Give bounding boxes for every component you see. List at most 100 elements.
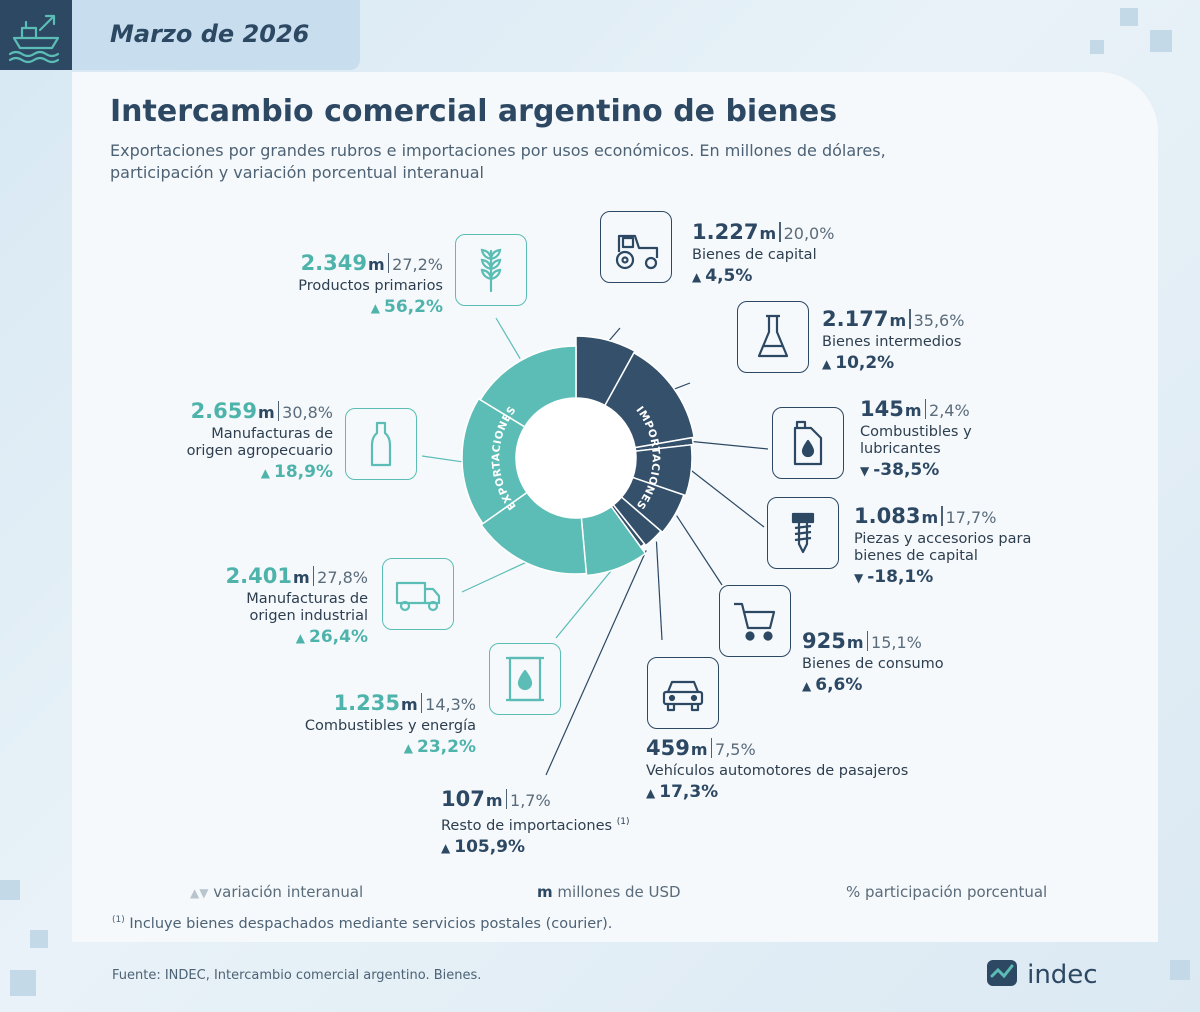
- legend-variation: ▲▼ variación interanual: [190, 883, 363, 901]
- leader-line-import-5: [676, 515, 723, 586]
- decor-pixel: [1120, 8, 1138, 26]
- change: 23,2%: [417, 737, 476, 757]
- indec-logo: indec: [986, 958, 1098, 992]
- legend-m-symbol: m: [537, 883, 553, 901]
- label: Resto de importaciones: [441, 817, 613, 834]
- decor-pixel: [1090, 40, 1104, 54]
- export-slice-3: [480, 491, 588, 575]
- cart-icon: [719, 585, 791, 657]
- ship-export-icon: [0, 0, 72, 70]
- imp-item-resto: 107m 1,7% Resto de importaciones (1) ▲ 105…: [441, 786, 629, 860]
- label-line: Manufacturas de: [246, 591, 368, 607]
- unit: m: [904, 401, 922, 420]
- label-line: Manufacturas de: [211, 426, 333, 442]
- unit: m: [759, 224, 777, 243]
- imp-item-bienes-intermedios: 2.177m 35,6% Bienes intermedios ▲ 10,2%: [822, 306, 964, 376]
- oil-can-icon: [772, 407, 844, 479]
- indec-logo-icon: [987, 960, 1017, 986]
- footnote-mark: (1): [112, 915, 125, 925]
- value: 2.349: [300, 251, 367, 275]
- share: 30,8%: [282, 403, 333, 422]
- exp-item-moi: 2.401m 27,8% Manufacturas de origen indus…: [226, 563, 368, 650]
- unit: m: [921, 508, 939, 527]
- triangle-up-icon: ▲: [370, 301, 381, 315]
- leader-line-import-4: [690, 470, 765, 528]
- value: 1.083: [854, 504, 921, 528]
- decor-pixel: [30, 930, 48, 948]
- unit: m: [690, 740, 708, 759]
- leader-line-import-3: [690, 440, 769, 450]
- label-line: origen industrial: [249, 608, 368, 624]
- unit: m: [401, 695, 418, 714]
- triangles-icon: ▲▼: [190, 886, 209, 900]
- value: 1.227: [692, 220, 759, 244]
- exp-item-moa: 2.659m 30,8% Manufacturas de origen agrop…: [187, 398, 333, 485]
- wheat-icon: [455, 234, 527, 306]
- share: 7,5%: [715, 740, 756, 759]
- footnote-text: Incluye bienes despachados mediante serv…: [129, 915, 613, 932]
- flask-icon: [737, 301, 809, 373]
- share: 20,0%: [783, 224, 835, 243]
- triangle-up-icon: ▲: [692, 270, 702, 284]
- value: 925: [802, 629, 846, 653]
- share: 27,8%: [317, 568, 368, 587]
- triangle-up-icon: ▲: [802, 679, 812, 693]
- page-subtitle: Exportaciones por grandes rubros e impor…: [110, 141, 886, 182]
- change: 18,9%: [274, 462, 333, 482]
- decor-pixel: [0, 880, 20, 900]
- legend-millions: m millones de USD: [537, 883, 681, 901]
- label: Productos primarios: [298, 278, 443, 294]
- leader-line-export-1: [495, 317, 521, 359]
- label-line: lubricantes: [860, 441, 941, 457]
- imp-item-combustibles-lubricantes: 145m 2,4% Combustibles y lubricantes ▼ -38…: [860, 396, 972, 483]
- share: 27,2%: [392, 255, 443, 274]
- change: -38,5%: [873, 460, 940, 480]
- value: 2.177: [822, 307, 889, 331]
- legend-millions-label: millones de USD: [557, 883, 681, 901]
- oil-barrel-icon: [489, 643, 561, 715]
- value: 1.235: [333, 691, 400, 715]
- share: 1,7%: [510, 791, 551, 810]
- report-date: Marzo de 2026: [110, 20, 310, 48]
- bottle-icon: [345, 408, 417, 480]
- unit: m: [258, 403, 275, 422]
- value: 145: [860, 397, 904, 421]
- label: Bienes de consumo: [802, 656, 944, 672]
- exp-item-combustibles-energia: 1.235m 14,3% Combustibles y energía ▲ 23,2…: [305, 690, 476, 760]
- indec-logo-text: indec: [1027, 960, 1098, 990]
- value: 107: [441, 787, 485, 811]
- import-slice-1: [575, 335, 636, 407]
- decor-pixel: [1150, 30, 1172, 52]
- car-icon: [647, 657, 719, 729]
- imp-item-piezas-accesorios: 1.083m 17,7% Piezas y accesorios para bie…: [854, 503, 1031, 590]
- label: Bienes intermedios: [822, 334, 962, 350]
- value: 459: [646, 736, 690, 760]
- footnote-mark: (1): [616, 817, 630, 827]
- unit: m: [485, 791, 503, 810]
- change: 10,2%: [835, 353, 895, 373]
- change: 17,3%: [659, 782, 719, 802]
- unit: m: [293, 568, 310, 587]
- share: 2,4%: [929, 401, 970, 420]
- tractor-icon: [600, 211, 672, 283]
- leader-line-import-6: [655, 541, 663, 641]
- value: 2.401: [225, 564, 292, 588]
- imp-item-vehiculos: 459m 7,5% Vehículos automotores de pasaje…: [646, 735, 908, 805]
- unit: m: [368, 255, 385, 274]
- leader-line-export-2: [421, 455, 463, 463]
- donut-ring: [461, 335, 696, 577]
- share: 35,6%: [913, 311, 965, 330]
- share: 14,3%: [425, 695, 476, 714]
- legend-percent-label: % participación porcentual: [846, 883, 1048, 901]
- triangle-up-icon: ▲: [441, 840, 451, 855]
- exp-item-productos-primarios: 2.349m 27,2% Productos primarios ▲ 56,2%: [298, 250, 443, 320]
- leader-lines: [421, 317, 769, 776]
- change: 4,5%: [705, 266, 753, 286]
- change: 26,4%: [309, 627, 368, 647]
- donut-hole: [516, 398, 636, 518]
- value: 2.659: [190, 399, 257, 423]
- triangle-up-icon: ▲: [822, 357, 832, 371]
- label-line: Combustibles y: [860, 424, 972, 440]
- change: 6,6%: [815, 675, 863, 695]
- share: 15,1%: [871, 633, 922, 652]
